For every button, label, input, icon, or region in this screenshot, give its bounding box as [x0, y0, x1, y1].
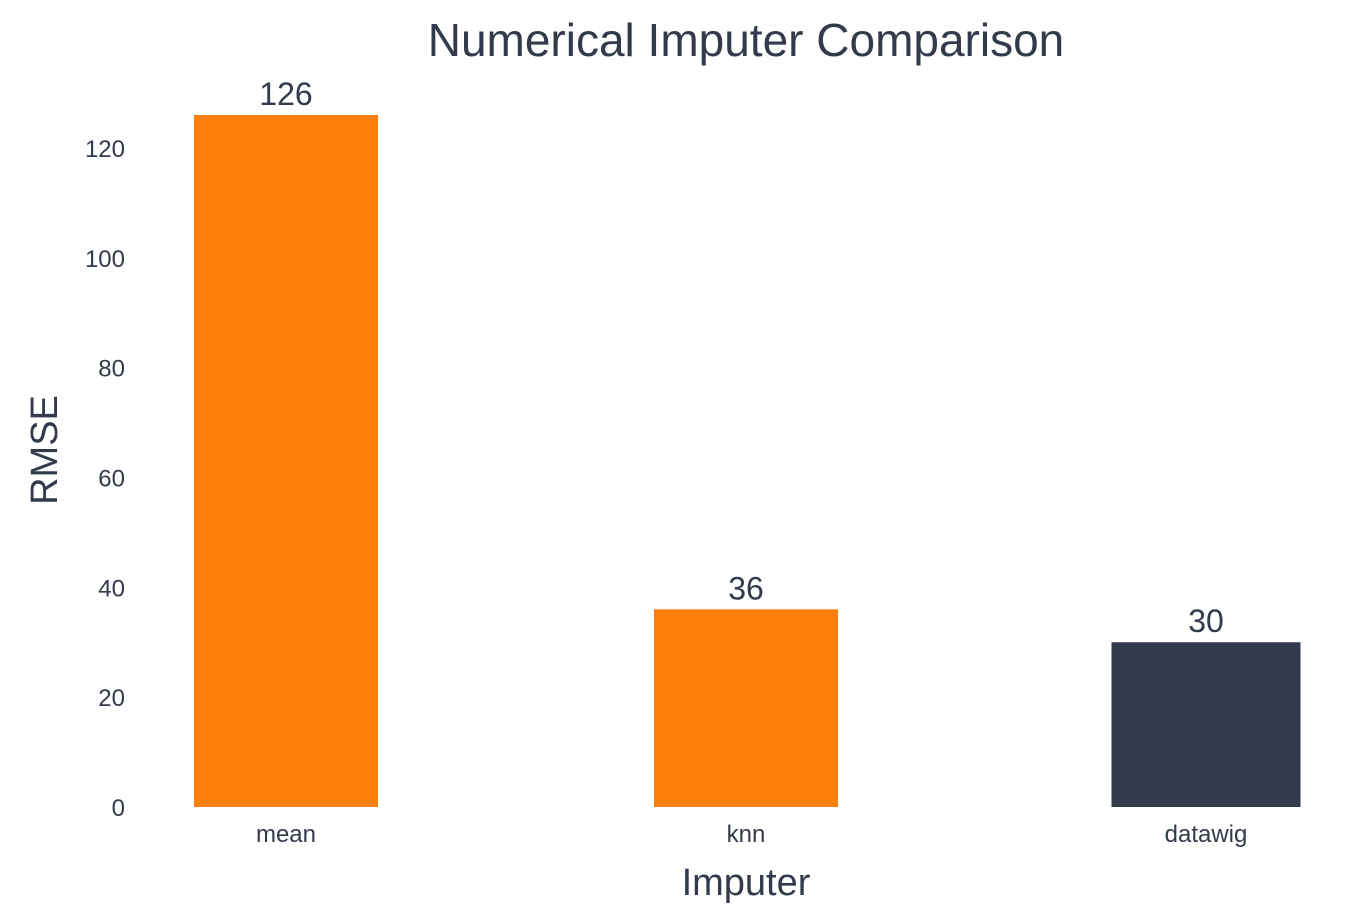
bar-mean [194, 115, 378, 807]
chart-title: Numerical Imputer Comparison [428, 14, 1065, 66]
x-tick-label-mean: mean [256, 821, 316, 848]
y-tick-label: 120 [85, 136, 125, 163]
y-tick-label: 0 [112, 795, 125, 822]
y-tick-label: 100 [85, 246, 125, 273]
bars-group [194, 115, 1301, 807]
data-label-knn: 36 [728, 570, 764, 606]
data-label-datawig: 30 [1188, 603, 1224, 639]
x-tick-label-datawig: datawig [1165, 821, 1248, 848]
x-tick-label-knn: knn [727, 821, 766, 848]
bar-datawig [1111, 642, 1301, 807]
y-tick-label: 20 [98, 685, 125, 712]
y-tick-label: 40 [98, 575, 125, 602]
y-tick-label: 80 [98, 356, 125, 383]
x-axis-label: Imputer [682, 862, 811, 904]
y-axis-ticks: 0 20 40 60 80 100 120 [85, 136, 125, 822]
bar-knn [654, 609, 838, 807]
data-label-mean: 126 [259, 76, 312, 112]
y-tick-label: 60 [98, 465, 125, 492]
data-labels-group: 126 36 30 [259, 76, 1223, 639]
y-axis-label: RMSE [24, 395, 66, 505]
x-axis-ticks: mean knn datawig [256, 821, 1247, 848]
